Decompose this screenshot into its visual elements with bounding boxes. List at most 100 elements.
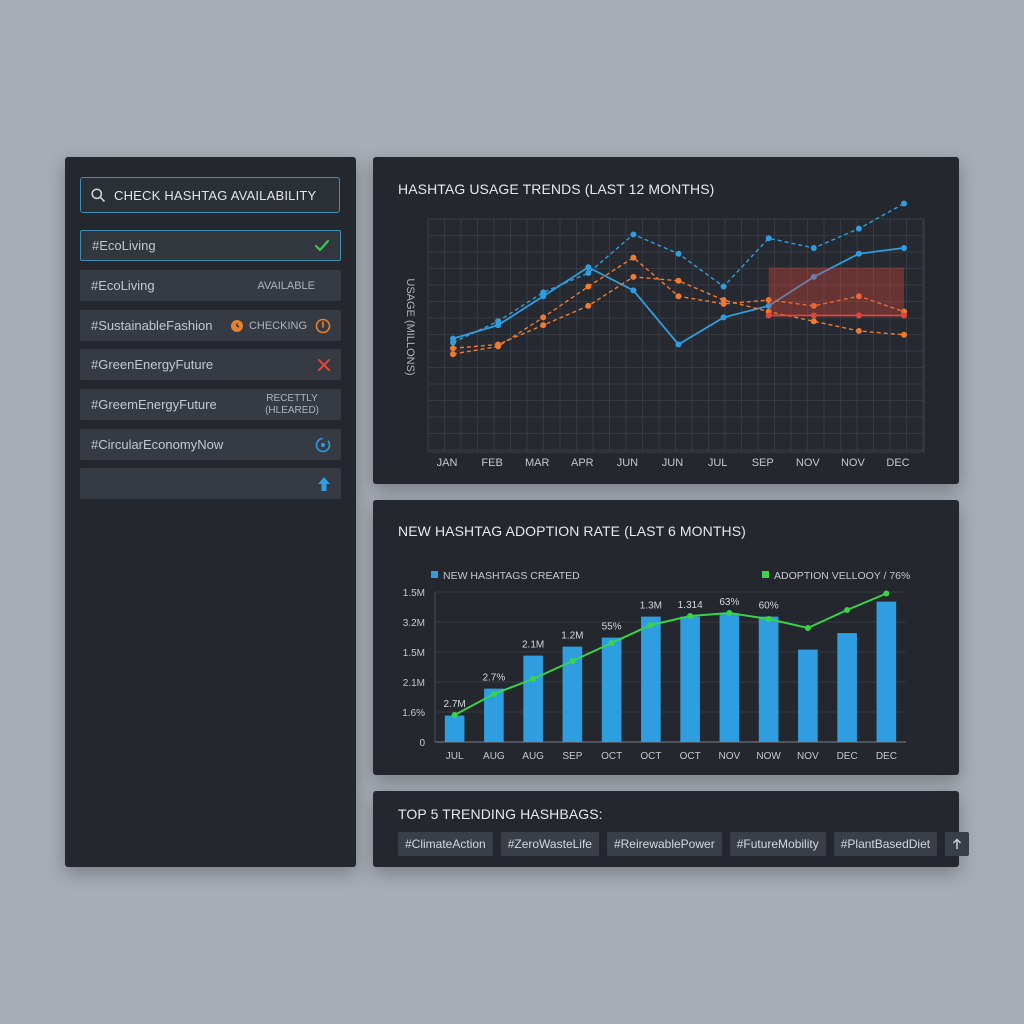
hashtag-row[interactable]: #EcoLiving (80, 230, 341, 261)
y-axis-ticks: 0 1.6% 2.1M 1.5M 3.2M 1.5M (402, 588, 425, 749)
bar (444, 715, 465, 742)
status-badge: RECETTLY (HLEARED) (265, 393, 319, 417)
data-label: 63% (719, 597, 739, 608)
chart-grid (434, 591, 906, 743)
data-point (901, 244, 907, 251)
bar (876, 601, 897, 742)
y-tick-label: 1.5M (403, 648, 425, 659)
x-axis-ticks: JAN FEB MAR APR JUN JUN JUL SEP NOV NOV DEC (437, 457, 910, 469)
x-tick-label: APR (571, 457, 594, 469)
hashtag-text: #SustainableFashion (91, 318, 213, 333)
data-point (585, 283, 592, 290)
upload-arrow-icon[interactable] (317, 476, 331, 492)
data-point (855, 327, 862, 334)
chart-grid (427, 218, 925, 453)
y-tick-label: 0 (419, 738, 425, 749)
hashtag-row[interactable]: #CircularEconomyNow (80, 429, 341, 460)
trending-hashtags-panel: TOP 5 TRENDING HASHBAGS: #ClimateAction … (373, 791, 970, 867)
data-point (450, 339, 456, 346)
arrow-up-icon[interactable] (945, 832, 970, 856)
data-point (720, 297, 727, 304)
add-hashtag-row[interactable] (80, 468, 341, 499)
x-tick-label: JUN (662, 457, 683, 469)
data-point (585, 270, 592, 277)
data-point (765, 235, 772, 242)
hashtag-search-input[interactable]: CHECK HASHTAG AVAILABILITY (80, 177, 340, 213)
data-point (630, 231, 637, 238)
data-point (450, 351, 456, 358)
x-tick-label: MAR (525, 457, 550, 469)
series-line (452, 276, 905, 350)
trending-hashtag-chip[interactable]: #ClimateAction (398, 832, 493, 856)
y-tick-label: 3.2M (403, 618, 425, 629)
x-tick-label: OCT (680, 751, 701, 762)
legend-label: ADOPTION VELLOOY / 76% (774, 570, 910, 582)
data-point (647, 622, 654, 628)
legend-swatch (431, 571, 438, 578)
chart-bars (444, 601, 897, 742)
x-tick-label: JUN (617, 457, 638, 469)
panel-title: TOP 5 TRENDING HASHBAGS: (398, 806, 603, 822)
data-point (630, 254, 637, 261)
data-point (540, 314, 547, 321)
bar (719, 613, 740, 742)
x-tick-label: NOV (719, 751, 741, 762)
clock-icon (315, 318, 331, 334)
adoption-rate-chart: NEW HASHTAGS CREATED ADOPTION VELLOOY / 7… (402, 570, 910, 762)
data-point (630, 287, 637, 294)
hashtag-row[interactable]: #GreemEnergyFuture RECETTLY (HLEARED) (80, 389, 341, 420)
trending-hashtag-chip[interactable]: #FutureMobility (729, 832, 826, 856)
data-point (855, 225, 862, 232)
trending-hashtag-chip[interactable]: #PlantBasedDiet (833, 832, 938, 856)
status-line: (HLEARED) (265, 404, 319, 416)
x-tick-label: NOV (841, 457, 866, 469)
data-point (720, 314, 727, 321)
data-point (810, 273, 817, 280)
y-tick-label: 1.6% (402, 708, 425, 719)
x-tick-label: SEP (562, 751, 582, 762)
data-point (855, 312, 862, 319)
data-point (901, 200, 907, 207)
panel-title: NEW HASHTAG ADOPTION RATE (LAST 6 MONTHS… (398, 523, 746, 539)
x-tick-label: DEC (837, 751, 858, 762)
bar (523, 655, 543, 742)
data-point (451, 712, 458, 718)
data-point (495, 318, 502, 325)
x-tick-label: OCT (601, 751, 622, 762)
data-point (855, 250, 862, 257)
hashtag-text: #CircularEconomyNow (91, 437, 224, 452)
legend-label: NEW HASHTAGS CREATED (443, 570, 580, 582)
data-point (810, 244, 817, 251)
data-point (901, 312, 907, 319)
x-axis-ticks: JUL AUG AUG SEP OCT OCT OCT NOV NOW NOV DEC DEC (446, 751, 897, 762)
hashtag-row[interactable]: #EcoLiving AVAILABLE (80, 270, 341, 301)
y-tick-label: 2.1M (403, 678, 425, 689)
adoption-rate-panel: NEW HASHTAG ADOPTION RATE (LAST 6 MONTHS… (373, 500, 959, 775)
chart-series (450, 200, 907, 358)
bar (758, 616, 779, 742)
data-point (450, 345, 456, 352)
trending-hashtag-chip[interactable]: #ZeroWasteLife (500, 832, 599, 856)
data-point (765, 616, 772, 622)
trending-hashtag-chip[interactable]: #ReirewablePower (606, 832, 722, 856)
x-tick-label: NOV (796, 457, 821, 469)
data-point (855, 293, 862, 300)
search-icon (91, 188, 105, 202)
panel-title: HASHTAG USAGE TRENDS (LAST 12 MONTHS) (398, 181, 715, 197)
bar (562, 646, 583, 742)
data-point (675, 250, 682, 257)
x-tick-label: JAN (437, 457, 458, 469)
x-tick-label: FEB (481, 457, 502, 469)
data-point (675, 293, 682, 300)
trending-chip-list: #ClimateAction #ZeroWasteLife #Reirewabl… (398, 832, 970, 856)
y-axis-label: USAGE (MILLONS) (404, 278, 416, 375)
hashtag-row[interactable]: #GreenEnergyFuture (80, 349, 341, 380)
x-tick-label: SEP (752, 457, 774, 469)
x-tick-label: JUL (446, 751, 464, 762)
data-label: 1.2M (561, 631, 583, 642)
hashtag-row[interactable]: #SustainableFashion CHECKING (80, 310, 341, 341)
data-label: 2.1M (522, 640, 544, 651)
data-point (765, 297, 772, 304)
data-point (844, 607, 851, 613)
data-point (608, 640, 615, 646)
